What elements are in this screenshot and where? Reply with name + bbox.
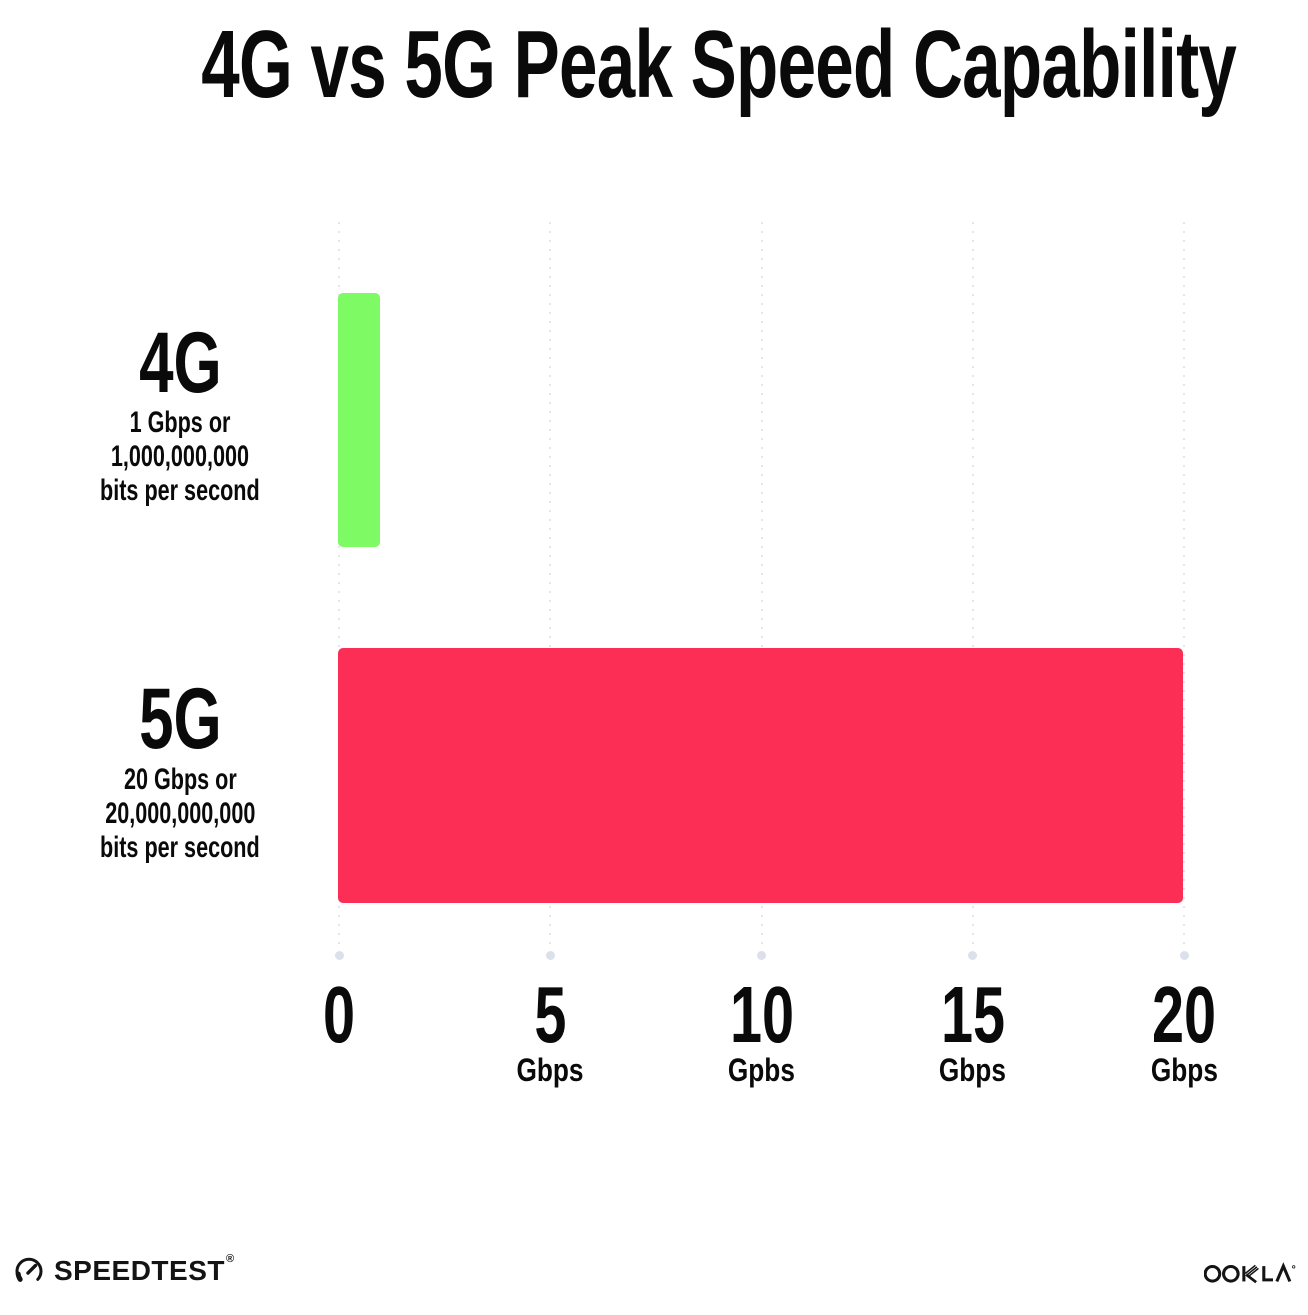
gridline-end-dot bbox=[757, 951, 766, 960]
x-tick-5-unit: Gbps bbox=[516, 1052, 584, 1088]
x-tick-20-value: 20 bbox=[1151, 970, 1217, 1059]
x-tick-10: 10 Gpbs bbox=[717, 970, 806, 1088]
speedtest-gauge-icon bbox=[13, 1255, 45, 1287]
ookla-logo bbox=[1203, 1260, 1296, 1291]
gridline-end-dot bbox=[334, 951, 344, 960]
x-tick-15-value: 15 bbox=[940, 970, 1005, 1059]
row-label-4g-name: 4G bbox=[138, 315, 222, 411]
x-tick-0: 0 bbox=[317, 975, 362, 1087]
row-label-5g-subline1: 20 Gbps or bbox=[123, 763, 237, 796]
bar-5g bbox=[338, 648, 1183, 903]
page-title: 4G vs 5G Peak Speed Capability bbox=[0, 10, 1308, 120]
gridline-end-dot bbox=[1179, 951, 1189, 960]
ookla-wordmark-icon bbox=[1203, 1262, 1296, 1284]
gridline-5 bbox=[545, 222, 555, 960]
bar-4g bbox=[338, 293, 380, 547]
x-tick-20-unit: Gbps bbox=[1150, 1052, 1218, 1088]
x-tick-0-value: 0 bbox=[322, 970, 356, 1059]
gridline-end-dot bbox=[968, 951, 978, 960]
x-tick-15-unit: Gbps bbox=[939, 1052, 1007, 1088]
row-label-5g-subline3: bits per second bbox=[100, 831, 260, 864]
x-tick-5-value: 5 bbox=[534, 970, 567, 1059]
x-tick-20: 20 Gbps bbox=[1140, 970, 1229, 1088]
gridline-20 bbox=[1179, 222, 1189, 960]
x-tick-15: 15 Gbps bbox=[928, 970, 1017, 1088]
gridline-end-dot bbox=[545, 951, 555, 960]
row-label-5g-sublabel: 20 Gbps or 20,000,000,000 bits per secon… bbox=[30, 763, 330, 865]
row-label-5g-subline2: 20,000,000,000 bbox=[104, 797, 256, 830]
row-label-4g-subline2: 1,000,000,000 bbox=[110, 440, 250, 473]
x-tick-10-unit: Gpbs bbox=[727, 1052, 796, 1088]
speedtest-trademark: ® bbox=[225, 1253, 235, 1265]
gridline-0 bbox=[334, 222, 344, 960]
gridline-15 bbox=[968, 222, 978, 960]
row-label-4g-subline1: 1 Gbps or bbox=[129, 406, 231, 439]
speedtest-wordmark: SPEEDTEST® bbox=[54, 1253, 235, 1286]
row-label-5g-name: 5G bbox=[138, 671, 222, 767]
x-tick-10-value: 10 bbox=[729, 970, 794, 1059]
speedtest-logo: SPEEDTEST® bbox=[13, 1253, 235, 1287]
page-title-text: 4G vs 5G Peak Speed Capability bbox=[201, 11, 1237, 118]
gridline-10 bbox=[757, 222, 766, 960]
row-label-4g-subline3: bits per second bbox=[100, 474, 260, 507]
row-label-4g-sublabel: 1 Gbps or 1,000,000,000 bits per second bbox=[30, 406, 330, 508]
x-tick-5: 5 Gbps bbox=[509, 970, 591, 1088]
